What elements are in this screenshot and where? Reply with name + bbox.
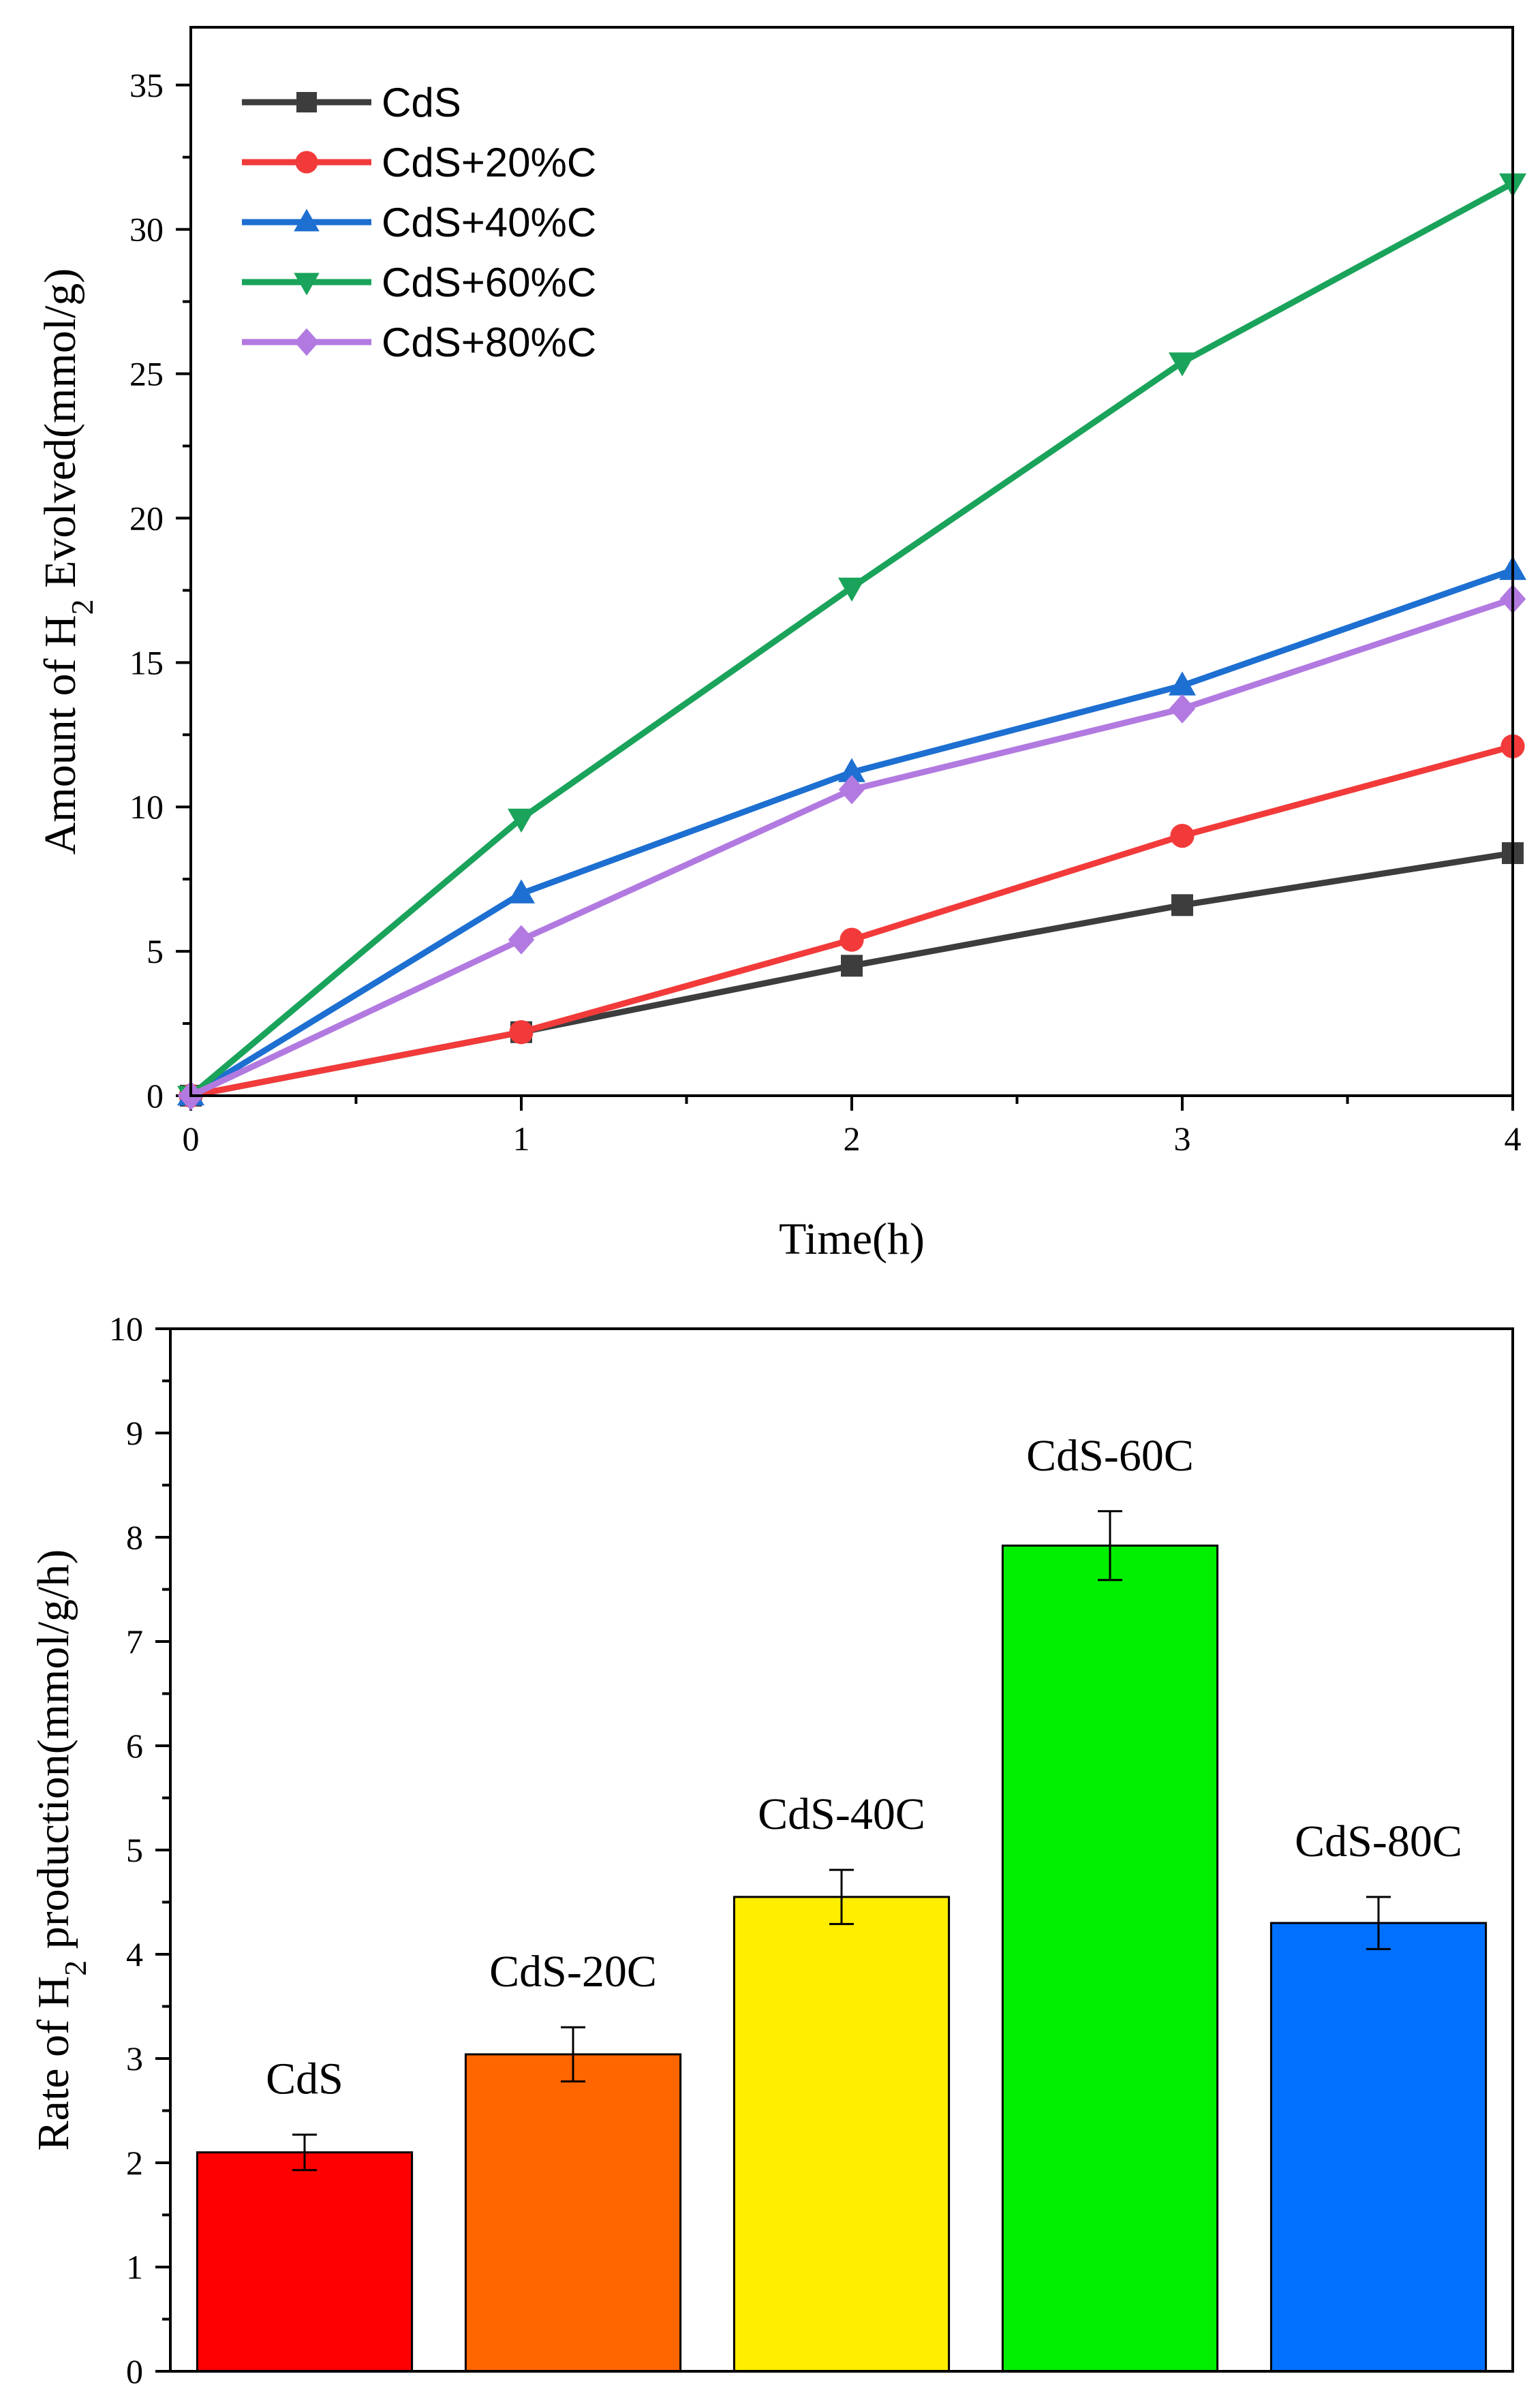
bar-chart-y-tick-label: 0	[126, 2352, 143, 2390]
series-CdS+40%C	[177, 555, 1526, 1106]
line-chart-y-tick-label: 20	[129, 499, 164, 537]
bar	[464, 2053, 682, 2373]
bar-label: CdS	[266, 2054, 343, 2104]
legend-entry: CdS+80%C	[242, 320, 596, 365]
bar-label: CdS-60C	[1026, 1431, 1194, 1481]
bar-chart-y-tick-label: 5	[126, 1831, 143, 1869]
bar-chart-frame	[169, 1327, 1514, 2373]
line-chart-y-tick-label: 5	[147, 932, 164, 970]
series-line	[189, 567, 1514, 1098]
line-chart-x-tick-label: 3	[1174, 1120, 1191, 1158]
bar-label: CdS-80C	[1295, 1817, 1462, 1866]
bar	[733, 1896, 951, 2373]
series-line	[189, 596, 1514, 1099]
bar	[196, 2151, 414, 2373]
bar-group-CdS-40C: CdS-40C	[733, 1789, 951, 2373]
data-point	[508, 925, 535, 955]
bar-chart-bars: CdS CdS-20C CdS-40C CdS-60C CdS-80C	[196, 1431, 1488, 2373]
data-point	[1169, 671, 1196, 696]
line-chart-y-axis-title: Amount of H2 Evolved(mmol/g)	[35, 268, 99, 855]
data-point	[508, 879, 535, 904]
data-point	[509, 1020, 534, 1045]
line-chart-x-tick-label: 4	[1505, 1120, 1522, 1158]
data-point	[840, 927, 864, 952]
legend-marker	[296, 92, 317, 112]
line-chart-y-tick-label: 10	[129, 788, 164, 826]
line-chart-y-tick-label: 30	[129, 211, 164, 249]
line-chart-y-tick-label: 0	[147, 1077, 164, 1115]
legend-label: CdS+60%C	[382, 260, 596, 305]
legend-marker	[295, 151, 318, 174]
legend-label: CdS+40%C	[382, 200, 596, 245]
data-point	[508, 808, 535, 833]
bar-group-CdS-80C: CdS-80C	[1269, 1817, 1488, 2373]
data-point	[838, 758, 865, 782]
bar-chart-y-tick-label: 9	[126, 1414, 143, 1452]
data-point	[1169, 352, 1196, 377]
legend-entry: CdS	[242, 80, 461, 125]
legend-label: CdS+20%C	[382, 140, 596, 185]
legend-marker	[294, 209, 320, 232]
bar-chart-y-axis-title: Rate of H2 production(mmol/g/h)	[29, 1550, 93, 2151]
line-chart-legend: CdS CdS+20%C CdS+40%C CdS+60%C CdS+80%C	[242, 80, 596, 365]
bar-label: CdS-40C	[758, 1789, 925, 1839]
bar-group-CdS: CdS	[196, 2054, 414, 2373]
line-chart-frame	[189, 26, 1514, 1097]
bar-chart-y-tick-label: 4	[126, 1935, 143, 1973]
legend-entry: CdS+20%C	[242, 140, 596, 185]
data-point	[841, 955, 863, 977]
line-chart-y-tick-label: 25	[129, 355, 164, 393]
line-chart-series	[177, 173, 1526, 1111]
bar-chart-y-tick-label: 10	[109, 1310, 143, 1348]
line-chart-x-tick-label: 1	[513, 1120, 530, 1158]
line-chart-x-tick-label: 0	[183, 1120, 200, 1158]
bar-chart-ticks: 0 1 2 3 4 5 6 7 8 9 10	[109, 1310, 170, 2390]
series-CdS	[180, 842, 1524, 1107]
legend-marker	[294, 328, 319, 356]
legend-marker	[294, 273, 320, 296]
bar-label: CdS-20C	[489, 1947, 657, 1997]
data-point	[838, 577, 865, 602]
bar-chart-y-tick-label: 1	[126, 2248, 143, 2286]
line-chart-y-tick-label: 35	[129, 66, 164, 104]
bar-chart-y-tick-label: 7	[126, 1622, 143, 1661]
data-point	[1171, 894, 1193, 916]
line-chart-y-tick-label: 15	[129, 643, 164, 681]
bar-group-CdS-60C: CdS-60C	[1001, 1431, 1219, 2373]
bar-chart-y-tick-label: 6	[126, 1727, 143, 1765]
line-chart-x-tick-label: 2	[844, 1120, 861, 1158]
bar-group-CdS-20C: CdS-20C	[464, 1947, 682, 2373]
data-point	[1170, 823, 1195, 848]
bar	[1269, 1922, 1488, 2373]
legend-label: CdS+80%C	[382, 320, 596, 365]
line-chart-x-axis-title: Time(h)	[779, 1214, 925, 1264]
line-chart-ticks: 0 5 10 15 20 25 30 35 0 1 2 3 4	[129, 66, 1522, 1158]
data-point	[838, 775, 865, 805]
legend-label: CdS	[382, 80, 461, 125]
bar-chart-y-tick-label: 2	[126, 2144, 143, 2182]
bar-chart-y-tick-label: 3	[126, 2039, 143, 2078]
series-CdS+80%C	[177, 584, 1526, 1111]
legend-entry: CdS+40%C	[242, 200, 596, 245]
bar	[1001, 1544, 1219, 2373]
bar-chart-y-tick-label: 8	[126, 1518, 143, 1556]
data-point	[1169, 694, 1196, 724]
legend-entry: CdS+60%C	[242, 260, 596, 305]
